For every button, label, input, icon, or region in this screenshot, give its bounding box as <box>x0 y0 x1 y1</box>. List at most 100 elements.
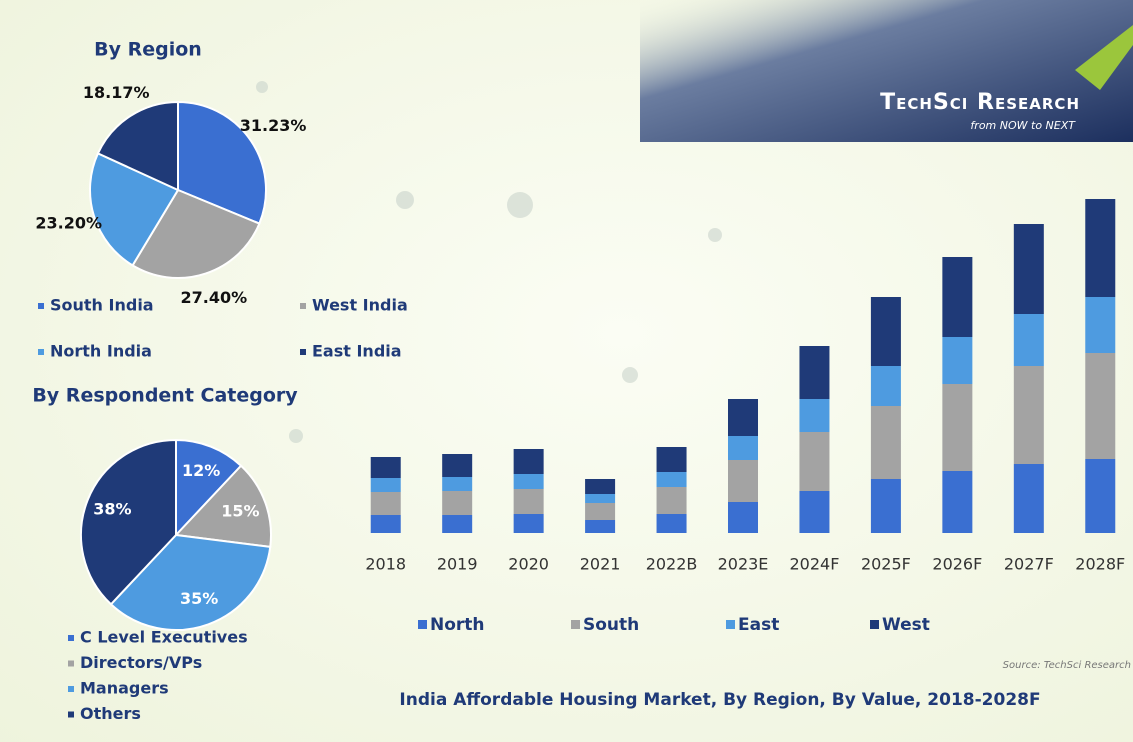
legend-label: Others <box>80 704 141 723</box>
legend-label: C Level Executives <box>80 628 248 647</box>
bar-segment <box>942 384 973 471</box>
bar-segment <box>370 478 401 492</box>
pie-slice <box>80 438 177 606</box>
legend-swatch <box>68 635 74 641</box>
x-tick-label: 2026F <box>932 555 982 574</box>
pie-slice <box>177 100 267 225</box>
legend-swatch <box>68 660 74 667</box>
pie-label: 38% <box>93 499 131 518</box>
pie-slice <box>109 533 272 631</box>
bar-segment <box>513 489 544 514</box>
bar-segment <box>585 494 616 503</box>
logo-panel <box>640 0 1133 142</box>
pie-title: By Region <box>94 39 202 61</box>
legend-swatch <box>68 711 74 718</box>
x-tick-label: 2023E <box>718 555 769 574</box>
bar-segment <box>513 514 544 533</box>
bar-segment <box>1085 459 1116 533</box>
bar-segment <box>728 436 758 460</box>
legend-swatch <box>38 303 44 309</box>
bar-segment <box>870 479 901 533</box>
legend-label: Directors/VPs <box>80 653 202 672</box>
bar-segment <box>1013 224 1044 314</box>
legend-swatch <box>870 620 879 629</box>
pie-label: 18.17% <box>83 83 150 102</box>
bar-segment <box>370 492 401 515</box>
legend-swatch <box>68 686 74 692</box>
legend-label: North <box>430 615 485 635</box>
x-tick-label: 2020 <box>508 555 549 574</box>
legend-label: East India <box>312 342 402 361</box>
x-tick-label: 2018 <box>365 555 406 574</box>
pie-label: 23.20% <box>35 213 102 232</box>
bar-segment <box>799 399 830 432</box>
x-tick-label: 2024F <box>789 555 839 574</box>
legend-swatch <box>300 349 306 355</box>
bar-segment <box>799 432 830 491</box>
bar-segment <box>728 399 758 436</box>
bar-segment <box>442 477 473 491</box>
pie-label: 31.23% <box>240 116 307 135</box>
x-tick-label: 2022B <box>646 555 698 574</box>
pie-label: 35% <box>180 589 218 608</box>
bar-segment <box>513 474 544 489</box>
bar-segment <box>1085 297 1116 353</box>
pie-label: 15% <box>221 501 259 520</box>
legend-label: South <box>583 615 639 635</box>
bar-segment <box>513 449 544 474</box>
bar-segment <box>656 472 687 487</box>
bar-segment <box>942 471 973 533</box>
x-tick-label: 2028F <box>1075 555 1125 574</box>
logo-tagline: from NOW to NEXT <box>970 119 1076 132</box>
bar-segment <box>728 502 758 533</box>
bar-segment <box>799 346 830 399</box>
pie-slice <box>96 100 179 192</box>
bar-segment <box>585 503 616 520</box>
x-tick-label: 2025F <box>861 555 911 574</box>
bar-segment <box>870 366 901 406</box>
pie-slice <box>175 438 243 538</box>
pie-title: By Respondent Category <box>32 385 298 407</box>
legend-swatch <box>418 620 427 629</box>
legend-label: South India <box>50 296 154 315</box>
source-note: Source: TechSci Research <box>1003 660 1131 671</box>
bar-segment <box>870 297 901 366</box>
bar-segment <box>1013 314 1044 366</box>
bar-segment <box>442 454 473 477</box>
bar-segment <box>656 487 687 514</box>
bar-segment <box>799 491 830 533</box>
bar-segment <box>1085 199 1116 297</box>
logo-name: TechSci Research <box>880 90 1080 115</box>
pie-slice <box>131 188 261 279</box>
x-tick-label: 2027F <box>1004 555 1054 574</box>
bar-segment <box>870 406 901 479</box>
x-tick-label: 2021 <box>580 555 621 574</box>
legend-swatch <box>38 349 44 355</box>
decor-dots <box>256 81 722 443</box>
bar-segment <box>370 457 401 478</box>
bar-segment <box>1013 366 1044 464</box>
bar-segment <box>942 337 973 384</box>
x-tick-label: 2019 <box>437 555 478 574</box>
bar-segment <box>1085 353 1116 459</box>
bar-segment <box>585 520 616 533</box>
pie-label: 27.40% <box>181 288 248 307</box>
bar-segment <box>656 514 687 533</box>
bar-segment <box>442 515 473 533</box>
bar-segment <box>442 491 473 515</box>
bar-segment <box>585 479 616 494</box>
bar-segment <box>1013 464 1044 533</box>
bar-segment <box>942 257 973 337</box>
legend-swatch <box>571 620 580 629</box>
bar-segment <box>370 515 401 533</box>
pie-slice <box>173 464 272 549</box>
legend-label: West India <box>312 296 408 315</box>
bar-segment <box>656 447 687 472</box>
legend-swatch <box>726 620 735 629</box>
legend-label: East <box>738 615 779 635</box>
logo-swoosh <box>1075 25 1133 90</box>
chart-title: India Affordable Housing Market, By Regi… <box>399 690 1040 710</box>
legend-label: Managers <box>80 679 169 698</box>
pie-slice <box>89 152 180 267</box>
